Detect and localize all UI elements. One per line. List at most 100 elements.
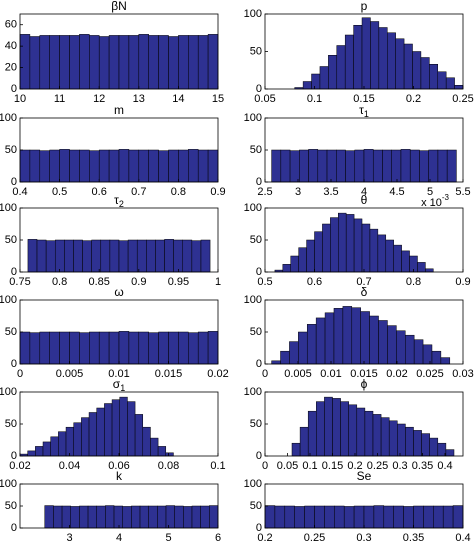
x-tick-label: 0.04: [59, 460, 80, 472]
y-tick-label: 50: [250, 45, 262, 57]
bar: [291, 442, 301, 457]
bar: [118, 149, 130, 183]
x-tick-label: 0.25: [452, 93, 473, 105]
bar: [423, 505, 434, 529]
bar: [348, 404, 358, 457]
histogram-panel: 0 0.005 0.01 0.015 0.02 0.025 0.03 0 50 100 δ: [244, 285, 474, 380]
bar: [142, 426, 151, 457]
bar: [19, 149, 31, 183]
bar: [397, 423, 406, 457]
bar: [428, 149, 439, 183]
bar: [69, 35, 80, 90]
bar: [421, 433, 430, 457]
x-tick-label: 0.01: [108, 368, 129, 380]
bar: [370, 21, 380, 90]
panel-title-text: p: [361, 0, 368, 13]
x-tick-label: 10: [14, 93, 26, 105]
x-tick-label: 0.02: [386, 368, 407, 380]
x-tick-label: 0.6: [307, 276, 322, 288]
y-tick-label: 50: [5, 418, 17, 430]
bar: [174, 505, 184, 529]
y-tick-label: 100: [244, 386, 262, 398]
bar: [138, 149, 149, 183]
x-tick-label: 0.7: [356, 276, 371, 288]
bar: [65, 426, 74, 457]
bar: [49, 35, 60, 90]
bar: [336, 45, 346, 90]
bar: [280, 149, 291, 183]
x-tick-label: 0.3: [392, 460, 407, 472]
y-tick-label: 100: [244, 294, 262, 306]
bar: [111, 399, 120, 457]
bar: [96, 505, 106, 529]
bar: [409, 149, 420, 183]
bar: [271, 149, 282, 183]
bar: [128, 149, 140, 183]
x-tick-label: 0.7: [131, 186, 146, 198]
bar: [207, 34, 219, 90]
x-tick-label: 0.02: [9, 460, 30, 472]
panel-title-text: ω: [114, 285, 123, 299]
x-tick-label: 0: [262, 460, 268, 472]
bar: [372, 149, 383, 183]
bar: [304, 505, 315, 529]
bar: [345, 150, 356, 183]
bar: [207, 331, 219, 365]
bar: [98, 149, 110, 183]
bar: [429, 437, 439, 457]
bar: [127, 239, 138, 273]
bar: [104, 403, 113, 457]
bar: [298, 331, 308, 365]
bar: [431, 350, 442, 365]
x-tick-label: 0.05: [277, 460, 298, 472]
bar: [89, 331, 100, 365]
x-tick-label: 0: [17, 368, 23, 380]
bar: [113, 505, 123, 529]
histogram-panel: 0.4 0.5 0.6 0.7 0.8 0.9 0 50 100 m: [0, 103, 226, 198]
bar: [324, 312, 335, 365]
bar: [302, 81, 312, 90]
bar: [150, 437, 159, 457]
x-tick-label: 0.95: [168, 276, 189, 288]
bar: [382, 149, 392, 183]
y-tick-label: 100: [0, 294, 17, 306]
x-tick-label: 0: [262, 368, 268, 380]
x-tick-label: 0.01: [320, 368, 341, 380]
bar: [400, 149, 411, 183]
panel-title: σ1: [113, 377, 125, 393]
x-tick-label: 0.85: [88, 276, 109, 288]
panel-title: ϕ: [361, 377, 368, 391]
bar: [284, 505, 295, 529]
bar: [87, 505, 97, 529]
x-tick-label: 0.03: [452, 368, 473, 380]
bar: [330, 217, 339, 273]
bar: [274, 505, 286, 529]
panel-title: m: [114, 103, 124, 117]
bar: [311, 73, 321, 90]
bar: [49, 149, 60, 183]
bar: [200, 505, 210, 529]
bar: [158, 35, 169, 90]
axis-multiplier-base: x 10: [421, 197, 442, 209]
panel-title: τ1: [359, 103, 369, 119]
x-tick-label: 4: [116, 532, 122, 542]
panel-title: Se: [357, 469, 372, 483]
bar: [73, 239, 83, 273]
y-tick-label: 0: [256, 522, 262, 534]
bar: [344, 34, 354, 90]
bar: [157, 505, 167, 529]
bar: [81, 417, 90, 457]
y-tick-label: 50: [250, 326, 262, 338]
y-tick-label: 0: [11, 266, 17, 278]
x-tick-label: 0.015: [350, 368, 378, 380]
bar: [157, 446, 167, 457]
panel-title: τ2: [114, 193, 124, 209]
bar: [340, 401, 349, 457]
x-tick-label: 14: [172, 93, 184, 105]
bar: [182, 239, 193, 273]
panel-title-text: τ: [114, 193, 119, 207]
bar: [131, 505, 141, 529]
bar: [405, 426, 414, 457]
bar: [294, 506, 305, 529]
panel-title-subscript: 1: [120, 383, 125, 393]
